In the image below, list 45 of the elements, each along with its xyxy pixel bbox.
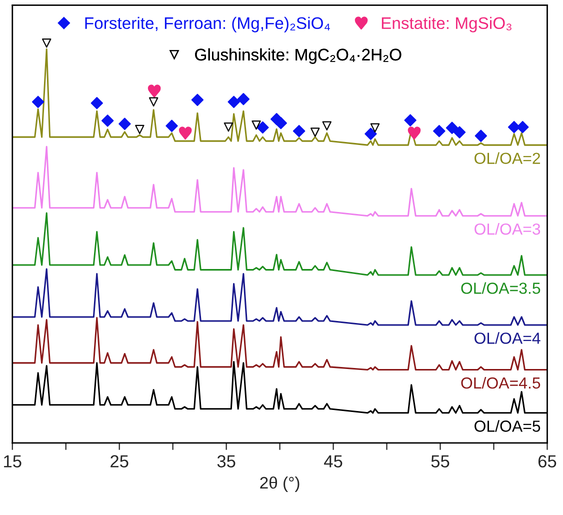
point — [237, 92, 250, 106]
x-tick-label: 35 — [217, 455, 236, 468]
point — [228, 96, 240, 108]
point — [370, 123, 380, 132]
point — [42, 38, 52, 48]
point — [474, 130, 488, 142]
x-tick-label: 15 — [4, 455, 22, 468]
x-axis-title: 2θ (°) — [260, 476, 300, 492]
point — [274, 116, 287, 130]
point — [322, 121, 332, 130]
point — [32, 96, 44, 108]
point — [292, 124, 306, 138]
point — [90, 96, 104, 110]
point — [310, 128, 320, 137]
legend-label: Enstatite: MgSiO₃ — [382, 16, 512, 32]
x-tick-label: 55 — [431, 455, 450, 468]
point — [408, 126, 421, 140]
x-tick-label: 65 — [538, 455, 556, 468]
point — [446, 122, 458, 134]
point — [224, 122, 234, 132]
point — [101, 114, 114, 127]
point — [191, 94, 204, 106]
point — [404, 114, 416, 126]
series-label: OL/OA=3 — [474, 223, 540, 235]
point — [256, 121, 269, 134]
point — [135, 124, 144, 134]
legend-label: Forsterite, Ferroan: (Mg,Fe)₂SiO₄ — [85, 16, 330, 32]
series-label: OL/OA=3.5 — [461, 282, 540, 294]
x-tick-label: 45 — [324, 455, 342, 468]
point — [166, 120, 178, 132]
point — [516, 120, 529, 134]
point — [364, 128, 377, 140]
point — [178, 126, 192, 140]
legend-label: Glushinskite: MgC₂O₄·2H₂O — [195, 48, 402, 64]
x-tick-label: 25 — [110, 455, 128, 468]
point — [148, 97, 158, 106]
series-label: OL/OA=5 — [474, 420, 540, 432]
series-label: OL/OA=2 — [474, 152, 540, 164]
point — [433, 124, 446, 138]
series-label: OL/OA=4.5 — [461, 376, 540, 389]
point — [453, 126, 466, 138]
point — [118, 118, 131, 130]
point — [252, 120, 261, 130]
series-label: OL/OA=4 — [474, 332, 540, 344]
point — [148, 84, 161, 98]
